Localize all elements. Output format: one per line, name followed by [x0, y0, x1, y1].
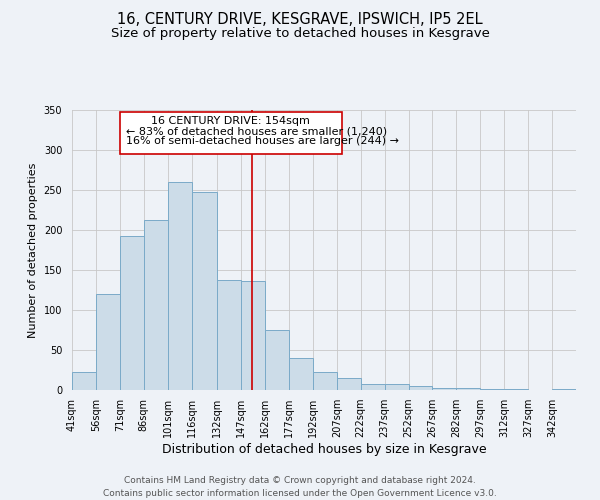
Bar [167, 182, 191, 390]
Bar [504, 389, 528, 390]
Text: Distribution of detached houses by size in Kesgrave: Distribution of detached houses by size … [161, 442, 487, 456]
Bar [313, 372, 337, 390]
Bar [385, 384, 409, 390]
Bar [96, 294, 120, 390]
Bar [481, 389, 504, 390]
Bar [337, 378, 361, 390]
Text: Contains HM Land Registry data © Crown copyright and database right 2024.
Contai: Contains HM Land Registry data © Crown c… [103, 476, 497, 498]
Bar [120, 236, 144, 390]
Bar [433, 388, 457, 390]
Bar [217, 280, 241, 390]
Text: 16 CENTURY DRIVE: 154sqm: 16 CENTURY DRIVE: 154sqm [151, 116, 310, 126]
Bar [552, 389, 576, 390]
Bar [241, 281, 265, 390]
Bar [361, 384, 385, 390]
Bar [144, 220, 167, 390]
Bar [409, 386, 433, 390]
Bar [191, 192, 217, 390]
Bar [72, 372, 96, 390]
Text: ← 83% of detached houses are smaller (1,240): ← 83% of detached houses are smaller (1,… [126, 126, 388, 136]
Text: 16% of semi-detached houses are larger (244) →: 16% of semi-detached houses are larger (… [126, 136, 399, 146]
Bar [457, 388, 481, 390]
Bar [265, 330, 289, 390]
Bar [289, 358, 313, 390]
Y-axis label: Number of detached properties: Number of detached properties [28, 162, 38, 338]
FancyBboxPatch shape [120, 112, 341, 154]
Text: 16, CENTURY DRIVE, KESGRAVE, IPSWICH, IP5 2EL: 16, CENTURY DRIVE, KESGRAVE, IPSWICH, IP… [117, 12, 483, 28]
Text: Size of property relative to detached houses in Kesgrave: Size of property relative to detached ho… [110, 28, 490, 40]
